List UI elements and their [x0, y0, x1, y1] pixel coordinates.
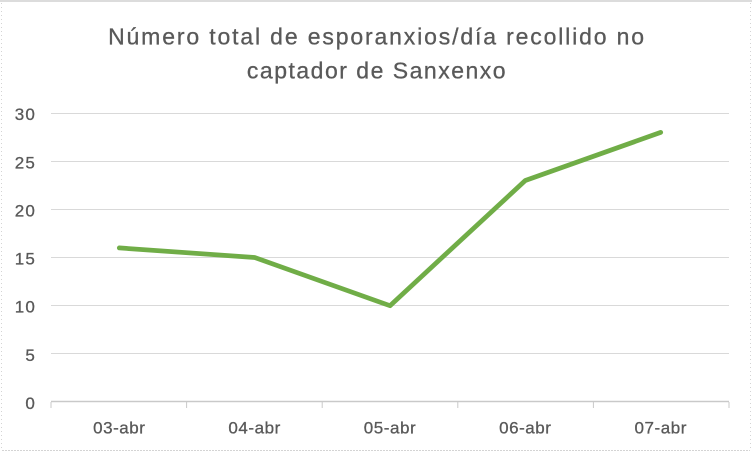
- svg-text:03-abr: 03-abr: [93, 419, 145, 438]
- svg-text:captador de Sanxenxo: captador de Sanxenxo: [247, 57, 507, 83]
- svg-text:25: 25: [15, 153, 36, 172]
- svg-text:30: 30: [15, 105, 36, 124]
- svg-text:20: 20: [15, 201, 36, 220]
- svg-text:07-abr: 07-abr: [634, 419, 686, 438]
- svg-text:15: 15: [15, 250, 36, 269]
- svg-text:06-abr: 06-abr: [499, 419, 551, 438]
- svg-text:05-abr: 05-abr: [364, 419, 416, 438]
- svg-text:04-abr: 04-abr: [228, 419, 280, 438]
- svg-text:5: 5: [25, 346, 36, 365]
- svg-text:10: 10: [15, 298, 36, 317]
- svg-text:Número total de esporanxios/dí: Número total de esporanxios/día recollid…: [108, 23, 646, 49]
- svg-text:0: 0: [25, 394, 36, 413]
